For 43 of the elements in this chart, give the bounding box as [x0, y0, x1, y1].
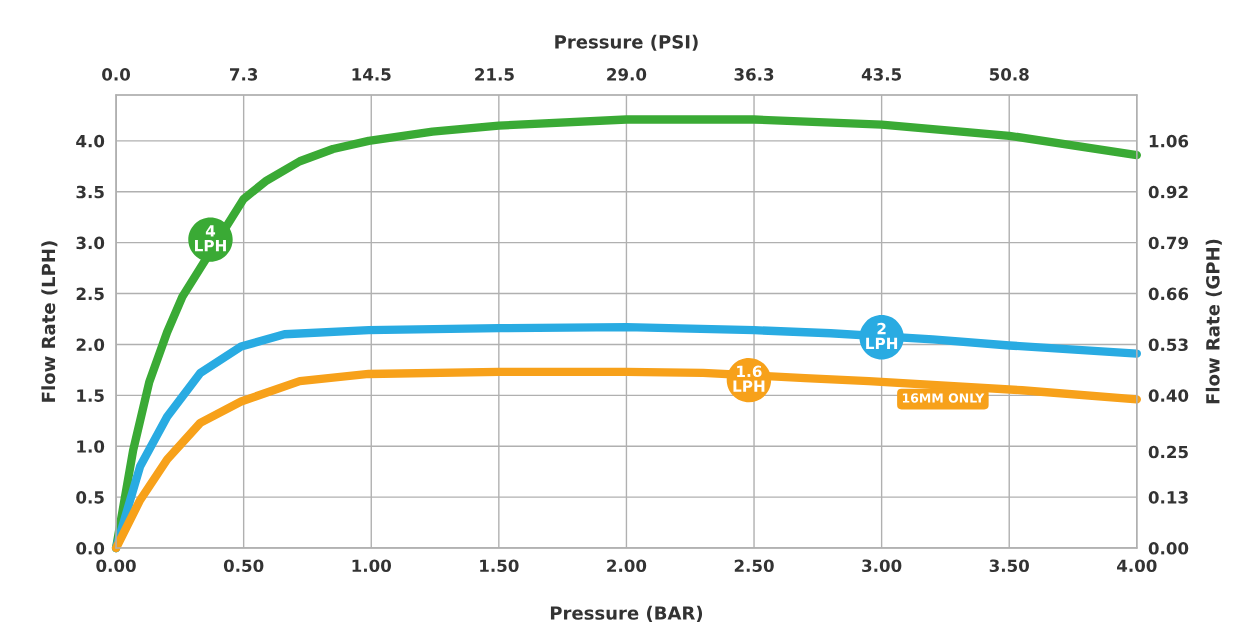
x2-tick-label: 7.3 [230, 68, 258, 81]
y-tick-label: 0.0 [76, 542, 105, 555]
x-tick-label: 4.00 [1117, 559, 1157, 573]
x2-tick-label: 0.0 [102, 68, 131, 81]
y-tick-label: 1.5 [77, 389, 104, 402]
x-tick-label: 0.00 [96, 559, 136, 573]
y2-tick-label: 0.00 [1148, 542, 1189, 555]
x-tick-label: 1.00 [352, 559, 392, 573]
x-tick-label: 1.50 [480, 559, 519, 573]
annotation: 1.6 LPH [733, 365, 765, 392]
y2-axis-title: Flow Rate (GPH) [1205, 239, 1222, 404]
y-tick-label: 4.0 [76, 134, 105, 148]
y-tick-label: 2.0 [76, 338, 105, 352]
y-tick-label: 1.0 [77, 440, 105, 453]
x2-tick-label: 36.3 [734, 68, 774, 81]
x-tick-label: 0.50 [223, 559, 264, 573]
y2-tick-label: 0.53 [1148, 338, 1188, 352]
x2-axis-title: Pressure (PSI) [555, 34, 698, 51]
y-axis-title: Flow Rate (LPH) [41, 241, 58, 402]
y2-tick-label: 0.92 [1148, 185, 1188, 199]
y-tick-label: 3.0 [76, 236, 105, 250]
y2-tick-label: 0.25 [1148, 445, 1188, 459]
x-tick-label: 2.00 [607, 559, 647, 573]
x2-tick-label: 14.5 [352, 68, 391, 81]
y-tick-label: 2.5 [76, 287, 104, 301]
annotation: 16MM ONLY [902, 393, 985, 403]
y-tick-label: 0.5 [76, 491, 104, 504]
y2-tick-label: 0.79 [1148, 236, 1188, 250]
annotation: 4 LPH [195, 225, 226, 252]
x2-tick-label: 50.8 [989, 68, 1029, 81]
y2-tick-label: 0.13 [1148, 491, 1188, 504]
x2-tick-label: 29.0 [607, 68, 647, 81]
x-tick-label: 3.50 [989, 559, 1029, 573]
x2-tick-label: 43.5 [861, 68, 902, 81]
annotation: 2 LPH [866, 322, 898, 349]
y2-tick-label: 1.06 [1149, 134, 1189, 148]
x-tick-label: 2.50 [734, 559, 774, 573]
x-axis-title: Pressure (BAR) [550, 605, 703, 622]
y2-tick-label: 0.40 [1148, 389, 1189, 402]
y2-tick-label: 0.66 [1148, 287, 1189, 301]
x-tick-label: 3.00 [862, 559, 902, 573]
x2-tick-label: 21.5 [475, 68, 514, 81]
y-tick-label: 3.5 [76, 185, 104, 199]
